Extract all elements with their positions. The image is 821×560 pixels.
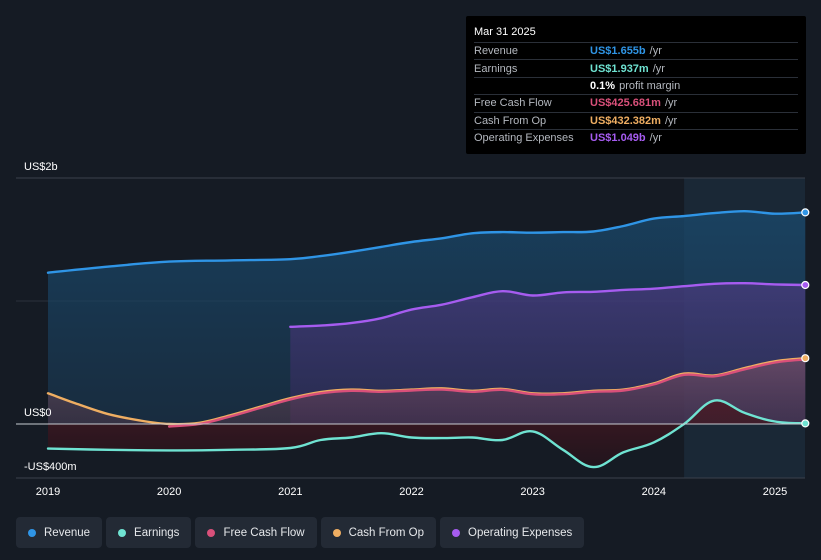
legend-dot-icon <box>452 528 461 537</box>
tooltip-row-value: 0.1% <box>590 79 616 92</box>
area-earnings <box>48 400 806 468</box>
tooltip-row-value: US$1.937m <box>590 62 649 75</box>
end-marker-revenue <box>801 208 810 217</box>
tooltip-row: 0.1% profit margin <box>474 76 798 94</box>
x-tick-label: 2022 <box>399 486 423 498</box>
x-tick-label: 2019 <box>36 486 60 498</box>
tooltip-row: Earnings US$1.937m/yr <box>474 59 798 76</box>
y-axis-labels: US$2b US$0 -US$400m <box>24 161 77 473</box>
line-operating-expenses <box>289 281 807 328</box>
tooltip-row-value: US$432.382m <box>590 114 661 127</box>
legend-label: Cash From Op <box>348 526 425 539</box>
tooltip-row: Free Cash Flow US$425.681m/yr <box>474 94 798 111</box>
legend-dot-icon <box>28 528 36 537</box>
series-end-markers <box>801 208 810 428</box>
tooltip-row-value: US$1.049b <box>590 132 646 145</box>
tooltip-row-unit: /yr <box>664 97 678 110</box>
x-tick-label: 2023 <box>520 486 544 498</box>
end-marker-operating-expenses <box>801 280 810 290</box>
legend-label: Revenue <box>44 526 91 539</box>
legend-item-operating-expenses[interactable]: Operating Expenses <box>440 517 585 548</box>
legend-dot-icon <box>207 528 216 537</box>
tooltip-row-label: Earnings <box>474 62 518 75</box>
x-tick-label: 2020 <box>157 486 181 498</box>
tooltip-row-label: Revenue <box>474 45 519 58</box>
tooltip-row-value: US$425.681m <box>590 97 661 110</box>
series-lines <box>16 209 807 469</box>
legend-label: Operating Expenses <box>468 526 573 539</box>
line-free-cash-flow <box>168 358 807 428</box>
line-earnings <box>46 399 807 469</box>
tooltip-row-label: Free Cash Flow <box>474 97 552 110</box>
tooltip-row: Cash From Op US$432.382m/yr <box>474 111 798 129</box>
tooltip-row: Revenue US$1.655b/yr <box>474 42 798 59</box>
tooltip-row-value: US$1.655b <box>590 45 646 58</box>
tooltip-row-label: Operating Expenses <box>474 132 574 145</box>
end-marker-cash-from-op <box>801 354 810 363</box>
legend-item-earnings[interactable]: Earnings <box>106 517 192 548</box>
tooltip-row-unit: /yr <box>649 132 662 145</box>
x-tick-label: 2021 <box>278 486 302 498</box>
line-revenue <box>46 209 807 274</box>
tooltip-panel: Mar 31 2025 Revenue US$1.655b/yr Earnings U… <box>466 16 806 154</box>
area-cash-from-op <box>48 358 806 425</box>
tooltip-row-unit: profit margin <box>619 79 681 92</box>
tooltip-row: Operating Expenses US$1.049b/yr <box>474 128 798 146</box>
legend: Revenue Earnings Free Cash Flow Cash From O… <box>16 517 585 548</box>
y-tick-label: US$2b <box>24 161 58 173</box>
legend-label: Free Cash Flow <box>223 526 305 539</box>
x-tick-label: 2024 <box>642 486 666 498</box>
y-tick-label: -US$400m <box>24 461 77 473</box>
tooltip-row-unit: /yr <box>649 45 662 58</box>
legend-item-free-cash-flow[interactable]: Free Cash Flow <box>195 517 317 548</box>
legend-dot-icon <box>118 528 127 537</box>
legend-item-revenue[interactable]: Revenue <box>16 517 103 548</box>
tooltip-date: Mar 31 2025 <box>474 26 536 38</box>
tooltip-row-unit: /yr <box>652 62 665 75</box>
legend-dot-icon <box>332 528 341 537</box>
legend-label: Earnings <box>134 526 180 539</box>
legend-item-cash-from-op[interactable]: Cash From Op <box>320 517 437 548</box>
x-tick-label: 2025 <box>763 486 787 498</box>
tooltip-row-label: Cash From Op <box>474 114 547 127</box>
end-marker-earnings <box>801 419 810 428</box>
y-tick-label: US$0 <box>24 407 52 419</box>
tooltip-row-unit: /yr <box>664 114 678 127</box>
x-axis-labels: 2019 2020 2021 2022 2023 2024 2025 <box>36 486 787 498</box>
